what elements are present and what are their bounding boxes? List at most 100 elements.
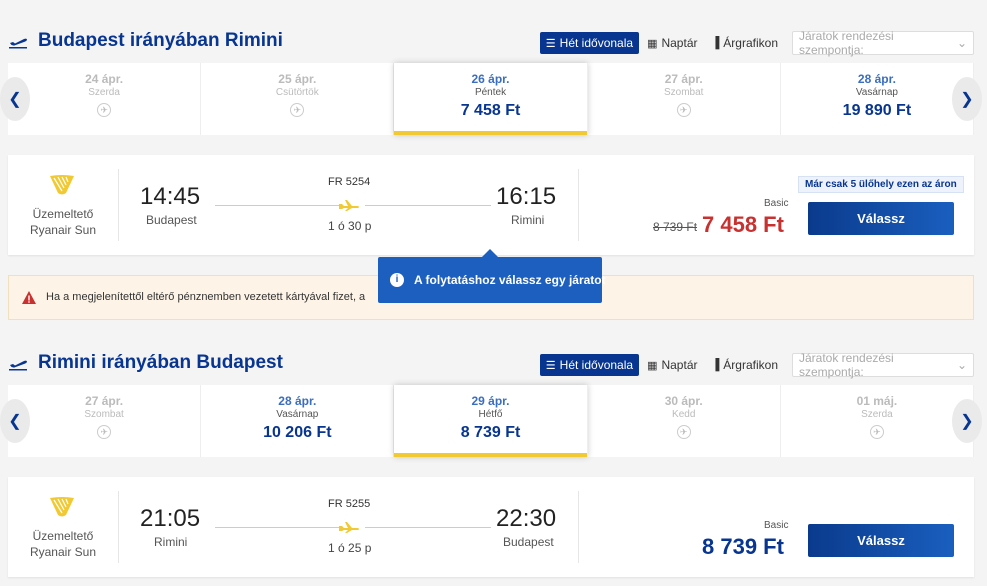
plane-icon — [339, 522, 359, 533]
original-price: 8 739 Ft — [653, 220, 698, 234]
price-chart-button[interactable]: ▐ Árgrafikon — [706, 354, 785, 376]
date-cell: 25 ápr. Csütörtök ✈ — [201, 63, 395, 135]
day-label: Vasárnap — [276, 409, 319, 420]
operator-name: Ryanair Sun — [29, 223, 97, 237]
calendar-view-label: Naptár — [661, 358, 698, 372]
day-label: Szombat — [84, 409, 124, 420]
date-label: 27 ápr. — [664, 72, 703, 86]
prev-week-button[interactable]: ❮ — [0, 77, 30, 121]
date-cell: 01 máj. Szerda ✈ — [781, 385, 975, 457]
date-cell-selected[interactable]: 26 ápr. Péntek 7 458 Ft — [394, 63, 588, 135]
chevron-left-icon: ❮ — [8, 413, 22, 430]
date-cell: 30 ápr. Kedd ✈ — [588, 385, 781, 457]
sort-dropdown[interactable]: Járatok rendezési szempontja: ⌄ — [792, 29, 974, 57]
operator-label: Üzemeltető — [32, 207, 94, 221]
week-view-label: Hét idővonala — [559, 36, 634, 50]
price-chart-button[interactable]: ▐ Árgrafikon — [706, 32, 785, 54]
departure-time: 14:45 — [140, 183, 201, 210]
date-cell-selected[interactable]: 29 ápr. Hétfő 8 739 Ft — [394, 385, 588, 457]
inbound-header: Rimini irányában Budapest ☰ Hét idővonala… — [8, 350, 974, 379]
fare-type-label: Basic — [764, 198, 789, 209]
day-label: Vasárnap — [855, 87, 898, 98]
prev-week-button[interactable]: ❮ — [0, 399, 30, 443]
price-chart-label: Árgrafikon — [723, 358, 778, 372]
select-flight-button[interactable]: Válassz — [808, 202, 954, 235]
ryanair-harp-icon — [50, 497, 74, 517]
operator-label: Üzemeltető — [32, 529, 94, 543]
seats-left-badge: Már csak 5 ülőhely ezen az áron — [798, 176, 964, 193]
date-label: 25 ápr. — [278, 72, 317, 86]
date-label: 28 ápr. — [857, 72, 896, 86]
select-flight-tooltip: i A folytatáshoz válassz egy járatot — [378, 249, 606, 303]
day-label: Szerda — [861, 409, 893, 420]
no-flight-icon: ✈ — [97, 425, 112, 439]
bar-chart-icon: ▐ — [711, 359, 720, 371]
no-flight-icon: ✈ — [676, 103, 691, 117]
date-price: 19 890 Ft — [842, 102, 912, 119]
week-view-button[interactable]: ☰ Hét idővonala — [539, 354, 640, 376]
day-label: Kedd — [672, 409, 696, 420]
day-label: Szerda — [88, 87, 120, 98]
inbound-date-bar: ❮ 27 ápr. Szombat ✈ 28 ápr. Vasárnap 10 … — [0, 385, 982, 457]
date-cell[interactable]: 28 ápr. Vasárnap 19 890 Ft — [781, 63, 975, 135]
no-flight-icon: ✈ — [869, 425, 884, 439]
divider — [578, 491, 579, 563]
calendar-icon: ▦ — [647, 37, 658, 50]
no-flight-icon: ✈ — [290, 103, 305, 117]
date-cell[interactable]: 28 ápr. Vasárnap 10 206 Ft — [201, 385, 395, 457]
date-label: 24 ápr. — [85, 72, 124, 86]
plane-takeoff-icon — [9, 38, 27, 49]
no-flight-icon: ✈ — [676, 425, 691, 439]
flight-duration: 1 ó 30 p — [328, 219, 372, 233]
date-label: 01 máj. — [856, 394, 898, 408]
route-line — [365, 527, 491, 528]
date-label: 26 ápr. — [471, 72, 510, 86]
date-cell: 27 ápr. Szombat ✈ — [588, 63, 781, 135]
inbound-title: Rimini irányában Budapest — [38, 352, 283, 373]
operator-name: Ryanair Sun — [29, 545, 97, 559]
fare-type-label: Basic — [764, 520, 789, 531]
week-view-button[interactable]: ☰ Hét idővonala — [539, 32, 640, 54]
date-label: 29 ápr. — [471, 394, 510, 408]
calendar-view-label: Naptár — [661, 36, 698, 50]
flight-duration: 1 ó 25 p — [328, 541, 372, 555]
outbound-header: Budapest irányában Rimini ☰ Hét idővonala… — [8, 28, 974, 57]
next-week-button[interactable]: ❯ — [952, 399, 982, 443]
calendar-view-button[interactable]: ▦ Naptár — [641, 32, 703, 54]
warning-text: Ha a megjelenítettől eltérő pénznemben v… — [46, 291, 366, 303]
list-icon: ☰ — [545, 37, 556, 50]
plane-takeoff-icon — [9, 360, 27, 371]
route-line — [215, 205, 341, 206]
date-label: 27 ápr. — [85, 394, 124, 408]
chevron-right-icon: ❯ — [960, 91, 974, 108]
inbound-flight-card: Üzemeltető Ryanair Sun 21:05 Rimini FR 5… — [8, 477, 974, 577]
view-tools: ☰ Hét idővonala ▦ Naptár ▐ Árgrafikon Járat… — [538, 351, 974, 379]
outbound-title: Budapest irányában Rimini — [38, 30, 283, 51]
divider — [118, 491, 119, 563]
chevron-down-icon: ⌄ — [956, 36, 967, 50]
departure-time: 21:05 — [140, 505, 201, 532]
chevron-down-icon: ⌄ — [956, 358, 967, 372]
arrival-city: Budapest — [503, 535, 554, 549]
operator-info: Üzemeltető Ryanair Sun — [8, 155, 118, 255]
week-view-label: Hét idővonala — [559, 358, 634, 372]
route-line — [215, 527, 341, 528]
date-cell: 24 ápr. Szerda ✈ — [8, 63, 202, 135]
operator-info: Üzemeltető Ryanair Sun — [8, 477, 118, 577]
bar-chart-icon: ▐ — [711, 37, 720, 49]
select-flight-button[interactable]: Válassz — [808, 524, 954, 557]
route-line — [365, 205, 491, 206]
calendar-view-button[interactable]: ▦ Naptár — [641, 354, 703, 376]
outbound-date-bar: ❮ 24 ápr. Szerda ✈ 25 ápr. Csütörtök ✈ 2… — [0, 63, 982, 135]
sort-placeholder: Járatok rendezési szempontja: — [799, 351, 894, 379]
departure-city: Rimini — [154, 535, 188, 549]
calendar-icon: ▦ — [647, 359, 658, 372]
sort-dropdown[interactable]: Járatok rendezési szempontja: ⌄ — [792, 351, 974, 379]
plane-icon — [339, 200, 359, 211]
outbound-flight-card: Üzemeltető Ryanair Sun 14:45 Budapest FR… — [8, 155, 974, 255]
date-cell: 27 ápr. Szombat ✈ — [8, 385, 202, 457]
chevron-left-icon: ❮ — [8, 91, 22, 108]
date-price: 8 739 Ft — [460, 424, 521, 441]
departure-city: Budapest — [146, 213, 197, 227]
next-week-button[interactable]: ❯ — [952, 77, 982, 121]
